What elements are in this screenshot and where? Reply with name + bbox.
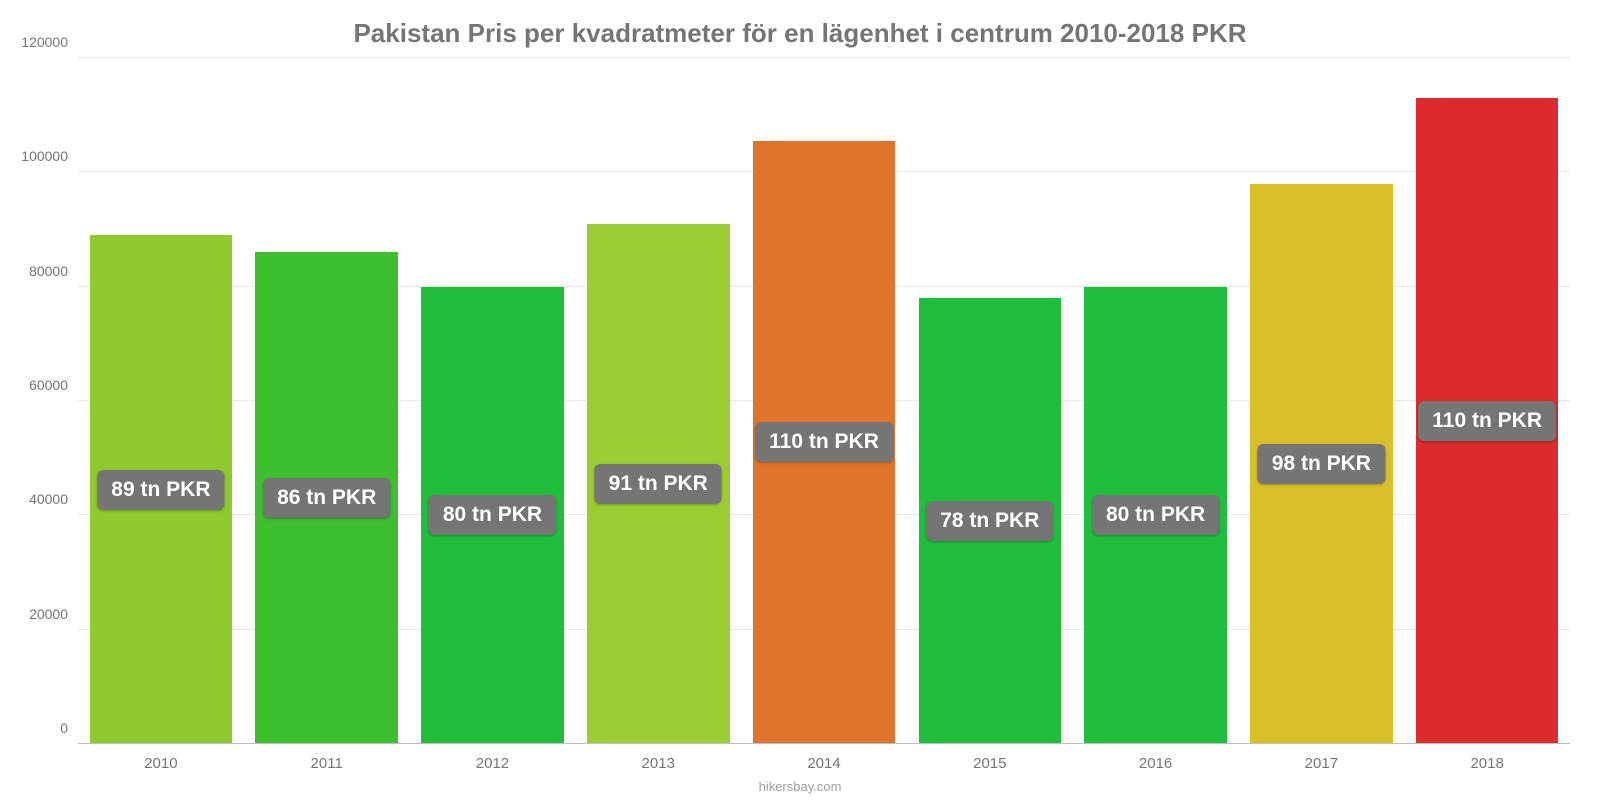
y-tick-label: 60000 <box>29 377 78 393</box>
bar: 86 tn PKR <box>255 252 398 744</box>
bar-slot: 80 tn PKR <box>410 58 576 744</box>
bar-slot: 80 tn PKR <box>1073 58 1239 744</box>
x-tick-label: 2011 <box>244 755 410 772</box>
bar: 98 tn PKR <box>1250 184 1393 744</box>
value-badge: 89 tn PKR <box>97 470 224 510</box>
bars: 89 tn PKR 86 tn PKR 80 tn PKR 91 tn PKR 110 … <box>78 58 1570 744</box>
x-tick-label: 2017 <box>1238 755 1404 772</box>
x-tick-label: 2015 <box>907 755 1073 772</box>
y-tick-label: 120000 <box>21 34 78 50</box>
value-badge: 110 tn PKR <box>755 422 893 462</box>
value-badge: 78 tn PKR <box>926 501 1053 541</box>
bar: 91 tn PKR <box>587 224 730 744</box>
bar: 78 tn PKR <box>919 298 1062 744</box>
bar: 110 tn PKR <box>753 141 896 744</box>
bar-slot: 89 tn PKR <box>78 58 244 744</box>
x-tick-label: 2014 <box>741 755 907 772</box>
x-tick-label: 2010 <box>78 755 244 772</box>
bar-chart: Pakistan Pris per kvadratmeter för en lä… <box>0 0 1600 800</box>
x-tick-label: 2013 <box>575 755 741 772</box>
bar: 80 tn PKR <box>421 287 564 744</box>
bar-slot: 78 tn PKR <box>907 58 1073 744</box>
value-badge: 91 tn PKR <box>595 464 722 504</box>
x-tick-label: 2018 <box>1404 755 1570 772</box>
footer-credit: hikersbay.com <box>0 779 1600 794</box>
y-tick-label: 100000 <box>21 148 78 164</box>
x-axis-labels: 201020112012201320142015201620172018 <box>78 755 1570 772</box>
plot-area: 020000400006000080000100000120000 89 tn … <box>78 58 1570 744</box>
x-tick-label: 2012 <box>410 755 576 772</box>
value-badge: 98 tn PKR <box>1258 444 1385 484</box>
y-tick-label: 0 <box>60 720 78 736</box>
y-tick-label: 80000 <box>29 263 78 279</box>
bar: 80 tn PKR <box>1084 287 1227 744</box>
x-tick-label: 2016 <box>1073 755 1239 772</box>
value-badge: 110 tn PKR <box>1418 401 1556 441</box>
x-axis-baseline <box>78 743 1570 744</box>
bar-slot: 110 tn PKR <box>1404 58 1570 744</box>
bar-slot: 86 tn PKR <box>244 58 410 744</box>
value-badge: 80 tn PKR <box>429 495 556 535</box>
y-tick-label: 20000 <box>29 606 78 622</box>
bar-slot: 91 tn PKR <box>575 58 741 744</box>
bar-slot: 98 tn PKR <box>1238 58 1404 744</box>
bar-slot: 110 tn PKR <box>741 58 907 744</box>
value-badge: 86 tn PKR <box>263 478 390 518</box>
bar: 89 tn PKR <box>90 235 233 744</box>
value-badge: 80 tn PKR <box>1092 495 1219 535</box>
y-tick-label: 40000 <box>29 491 78 507</box>
bar: 110 tn PKR <box>1416 98 1559 744</box>
chart-title: Pakistan Pris per kvadratmeter för en lä… <box>0 0 1600 49</box>
